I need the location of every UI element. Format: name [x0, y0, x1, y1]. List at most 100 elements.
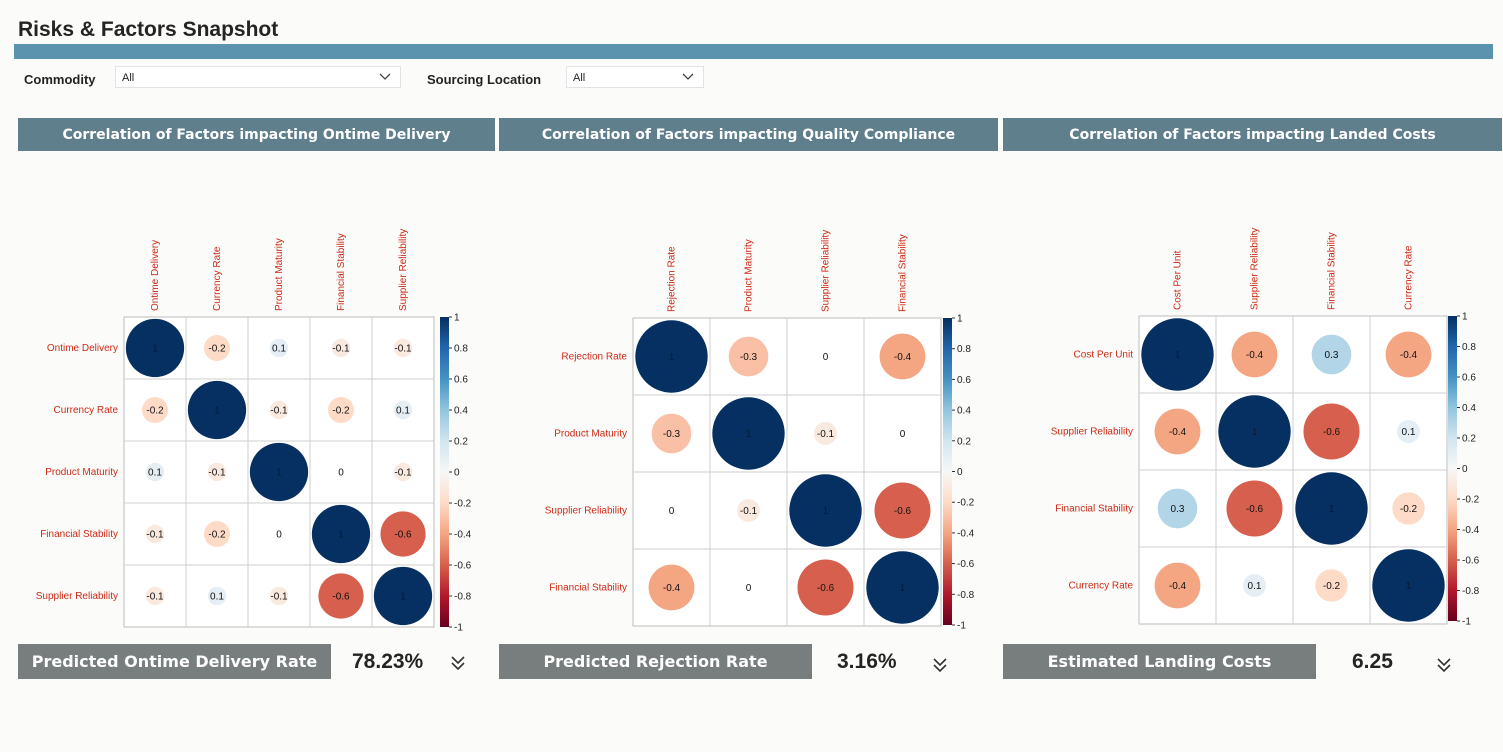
correlation-value: 0.3 — [1325, 350, 1339, 361]
correlation-value: 1 — [1175, 350, 1181, 361]
correlation-circle — [866, 551, 939, 624]
correlation-value: -0.4 — [1169, 427, 1187, 438]
correlation-value: 1 — [400, 592, 406, 603]
color-bar-tick-label: -0.4 — [957, 528, 975, 539]
column-label-product-maturity: Product Maturity — [744, 239, 755, 312]
row-label-financial-stability: Financial Stability — [549, 583, 627, 594]
color-bar-tick-label: -1 — [957, 621, 966, 632]
correlation-circle — [141, 396, 169, 424]
correlation-circle — [145, 524, 165, 544]
correlation-circle — [814, 422, 837, 445]
correlation-circle — [207, 462, 227, 482]
correlation-circle — [789, 474, 862, 547]
correlation-circle — [125, 318, 185, 378]
correlation-circle — [1243, 574, 1266, 597]
double-chevron-down-icon[interactable] — [449, 654, 467, 672]
color-bar-tick-label: 0.8 — [454, 344, 468, 355]
row-label-product-maturity: Product Maturity — [45, 467, 118, 478]
double-chevron-down-icon[interactable] — [1435, 656, 1453, 674]
correlation-chart-landed-costs: Cost Per Unit Cost Per Unit Supplier Relia… — [1051, 228, 1480, 628]
correlation-value: 0.1 — [396, 406, 410, 417]
correlation-value: -0.1 — [394, 468, 412, 479]
prediction-value-rejection-rate: 3.16% — [837, 650, 897, 673]
correlation-circle — [318, 573, 364, 619]
column-label-supplier-reliability: Supplier Reliability — [821, 230, 832, 312]
correlation-value: 0.1 — [210, 592, 224, 603]
correlation-value: -0.4 — [663, 583, 681, 594]
commodity-dropdown[interactable]: All — [115, 66, 401, 88]
correlation-circle — [187, 380, 247, 440]
correlation-chart-ontime-delivery: Ontime Delivery Ontime Delivery Currency R… — [36, 229, 472, 634]
correlation-circle — [207, 586, 227, 606]
color-bar-tick-label: -1 — [1462, 617, 1471, 628]
correlation-value: 1 — [338, 530, 344, 541]
correlation-circle — [737, 499, 760, 522]
column-label-financial-stability: Financial Stability — [898, 234, 909, 312]
correlation-circle — [1311, 334, 1352, 375]
column-label-financial-stability: Financial Stability — [336, 233, 347, 311]
correlation-value: 1 — [1329, 504, 1335, 515]
sourcing-location-dropdown[interactable]: All — [566, 66, 704, 88]
correlation-circle — [269, 400, 289, 420]
color-bar-tick-label: 0.4 — [1462, 403, 1476, 414]
correlation-circle — [373, 566, 433, 626]
color-bar-tick-label: -0.2 — [957, 498, 975, 509]
color-bar-tick-label: 0 — [957, 467, 963, 478]
correlation-circle — [1141, 318, 1214, 391]
correlation-value: 0 — [823, 352, 829, 363]
sourcing-location-dropdown-value: All — [573, 72, 586, 84]
correlation-value: 1 — [214, 406, 220, 417]
correlation-circle — [635, 320, 708, 393]
correlation-value: -0.1 — [208, 468, 226, 479]
correlation-value: 1 — [1406, 581, 1412, 592]
correlation-value: -0.6 — [1246, 504, 1264, 515]
correlation-value: 1 — [1252, 427, 1258, 438]
row-label-financial-stability: Financial Stability — [1055, 504, 1133, 515]
correlation-circle — [728, 336, 769, 377]
correlation-value: -0.2 — [332, 406, 350, 417]
correlation-value: -0.1 — [146, 530, 164, 541]
correlation-value: 0 — [276, 530, 282, 541]
color-bar-tick-label: 0.8 — [957, 344, 971, 355]
correlation-value: 1 — [823, 506, 829, 517]
commodity-filter-label: Commodity — [24, 72, 96, 87]
correlation-circle — [1226, 480, 1283, 537]
color-bar-tick-label: -0.8 — [454, 592, 472, 603]
color-bar-tick-label: -0.4 — [454, 530, 472, 541]
correlation-circle — [874, 482, 931, 539]
column-label-currency-rate: Currency Rate — [212, 246, 223, 311]
correlation-circle — [1385, 331, 1432, 378]
panel-header-landed-costs: Correlation of Factors impacting Landed … — [1003, 118, 1502, 151]
correlation-value: -0.1 — [394, 344, 412, 355]
color-bar-tick-label: -0.4 — [1462, 525, 1480, 536]
correlation-circle — [269, 586, 289, 606]
correlation-value: 0.1 — [1248, 581, 1262, 592]
color-bar-tick-label: 1 — [1462, 312, 1468, 323]
correlation-circle — [327, 396, 355, 424]
color-bar-tick-label: -0.6 — [1462, 556, 1480, 567]
correlation-circle — [1315, 569, 1348, 602]
color-bar-tick-label: 0 — [1462, 464, 1468, 475]
prediction-value-landing-costs: 6.25 — [1352, 650, 1393, 673]
correlation-circle — [797, 559, 854, 616]
correlation-value: -0.1 — [332, 344, 350, 355]
commodity-dropdown-value: All — [122, 72, 135, 84]
panel-header-ontime-delivery: Correlation of Factors impacting Ontime … — [18, 118, 495, 151]
correlation-value: 1 — [276, 468, 282, 479]
correlation-circle — [380, 511, 426, 557]
correlation-value: -0.6 — [1323, 427, 1341, 438]
color-bar-tick-label: 0.6 — [1462, 373, 1476, 384]
correlation-chart-quality-compliance: Rejection Rate Rejection Rate Product Matu… — [545, 230, 975, 632]
correlation-circle — [331, 338, 351, 358]
correlation-circle — [145, 586, 165, 606]
correlation-circle — [1154, 562, 1201, 609]
double-chevron-down-icon[interactable] — [931, 656, 949, 674]
correlation-value: -0.1 — [270, 592, 288, 603]
correlation-value: 0 — [338, 468, 344, 479]
color-bar-tick-label: -0.8 — [1462, 586, 1480, 597]
panel-header-quality-compliance: Correlation of Factors impacting Quality… — [499, 118, 998, 151]
correlation-value: -0.2 — [1323, 581, 1341, 592]
row-label-currency-rate: Currency Rate — [54, 405, 119, 416]
correlation-value: -0.1 — [270, 406, 288, 417]
color-bar-tick-label: 0.6 — [454, 375, 468, 386]
